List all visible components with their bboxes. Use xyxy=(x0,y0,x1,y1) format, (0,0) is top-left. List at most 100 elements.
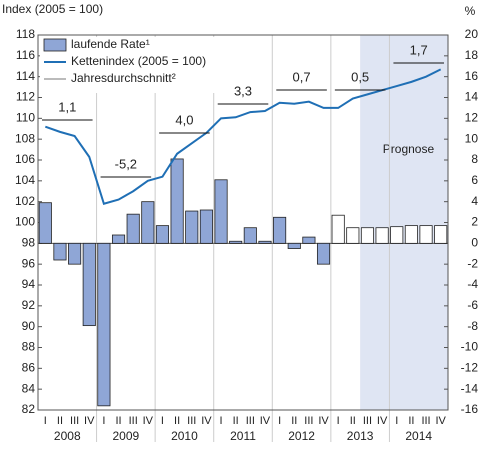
y2-tick-label: -12 xyxy=(461,361,479,375)
y2-tick-label: 12 xyxy=(465,111,479,125)
x-tick-label: III xyxy=(246,415,255,427)
forecast-area xyxy=(360,35,448,410)
bar xyxy=(258,240,272,244)
annual-label: 3,3 xyxy=(234,83,252,98)
y2-tick-label: -2 xyxy=(467,256,478,270)
bar xyxy=(360,227,375,244)
y-tick-label: 94 xyxy=(22,277,36,291)
year-label: 2013 xyxy=(347,429,374,443)
bar xyxy=(404,225,418,244)
y2-tick-label: -16 xyxy=(461,402,479,416)
x-tick-label: III xyxy=(421,415,430,427)
bar xyxy=(53,242,67,261)
bar xyxy=(38,202,52,244)
y-tick-label: 114 xyxy=(16,69,35,83)
y2-axis-title: % xyxy=(465,4,476,18)
bar xyxy=(419,225,433,244)
bar xyxy=(302,236,316,244)
bar xyxy=(97,242,111,407)
bar xyxy=(199,209,213,244)
y-tick-label: 90 xyxy=(22,319,36,333)
y-tick-label: 98 xyxy=(22,236,36,250)
y2-tick-label: -8 xyxy=(467,319,478,333)
bar xyxy=(229,240,243,244)
y2-tick-label: 20 xyxy=(465,27,479,41)
bar xyxy=(170,158,184,244)
x-tick-label: III xyxy=(304,415,313,427)
y2-tick-label: -10 xyxy=(461,340,479,354)
bar xyxy=(434,225,448,244)
x-tick-label: I xyxy=(102,415,105,427)
y-tick-label: 104 xyxy=(15,173,35,187)
bar xyxy=(243,227,257,244)
x-tick-label: I xyxy=(278,415,281,427)
x-tick-label: II xyxy=(57,415,63,427)
year-label: 2011 xyxy=(230,429,256,443)
y-axis-title: Index (2005 = 100) xyxy=(2,2,103,16)
year-label: 2014 xyxy=(405,429,432,443)
y2-tick-label: 0 xyxy=(471,236,478,250)
x-tick-label: I xyxy=(395,415,398,427)
bar xyxy=(155,225,170,244)
bar xyxy=(141,201,155,244)
y-tick-label: 118 xyxy=(16,27,35,41)
annual-label: 1,7 xyxy=(410,42,428,57)
y2-tick-label: 8 xyxy=(471,152,478,166)
x-tick-label: II xyxy=(408,415,414,427)
year-label: 2010 xyxy=(171,429,198,443)
x-tick-label: II xyxy=(115,415,121,427)
x-tick-label: II xyxy=(291,415,297,427)
bar xyxy=(68,242,82,265)
annual-label: 1,1 xyxy=(58,99,76,114)
year-label: 2009 xyxy=(113,429,140,443)
x-tick-label: II xyxy=(233,415,239,427)
x-tick-label: IV xyxy=(143,415,154,427)
x-tick-label: II xyxy=(350,415,356,427)
x-tick-label: IV xyxy=(260,415,271,427)
x-tick-label: IV xyxy=(318,415,329,427)
y2-tick-label: 6 xyxy=(471,173,478,187)
y2-tick-label: -6 xyxy=(467,298,478,312)
y2-tick-label: 2 xyxy=(471,215,478,229)
legend-label: laufende Rate¹ xyxy=(71,37,150,51)
annual-label: -5,2 xyxy=(115,156,137,171)
x-tick-label: IV xyxy=(84,415,95,427)
y-tick-label: 116 xyxy=(16,48,35,62)
x-tick-label: IV xyxy=(435,415,446,427)
bar xyxy=(273,216,287,244)
y-tick-label: 82 xyxy=(22,402,36,416)
year-label: 2012 xyxy=(288,429,315,443)
bar xyxy=(126,213,140,244)
y2-tick-label: -4 xyxy=(467,277,478,291)
x-tick-label: IV xyxy=(377,415,388,427)
y-tick-label: 96 xyxy=(22,256,36,270)
bar xyxy=(390,226,404,244)
bar xyxy=(316,242,331,265)
annual-label: 0,5 xyxy=(351,69,369,84)
bar xyxy=(375,227,389,244)
bar xyxy=(214,179,228,244)
bar xyxy=(82,242,96,327)
x-tick-label: III xyxy=(363,415,372,427)
y-tick-label: 102 xyxy=(15,194,35,208)
y-tick-label: 106 xyxy=(15,152,35,166)
y2-tick-label: -14 xyxy=(461,381,479,395)
x-tick-label: III xyxy=(70,415,79,427)
y-tick-label: 110 xyxy=(16,111,35,125)
y2-tick-label: 4 xyxy=(471,194,478,208)
x-tick-label: I xyxy=(337,415,340,427)
annual-label: 0,7 xyxy=(293,69,311,84)
y-tick-label: 88 xyxy=(22,340,36,354)
x-tick-label: I xyxy=(44,415,47,427)
bar xyxy=(185,210,199,244)
x-tick-label: III xyxy=(187,415,196,427)
index-line xyxy=(44,68,442,205)
x-tick-label: II xyxy=(174,415,180,427)
legend-label: Kettenindex (2005 = 100) xyxy=(71,54,206,68)
y-tick-label: 84 xyxy=(22,381,36,395)
y-tick-label: 86 xyxy=(22,361,36,375)
bar xyxy=(331,214,345,244)
y2-tick-label: 14 xyxy=(465,90,479,104)
y2-tick-label: 18 xyxy=(465,48,479,62)
